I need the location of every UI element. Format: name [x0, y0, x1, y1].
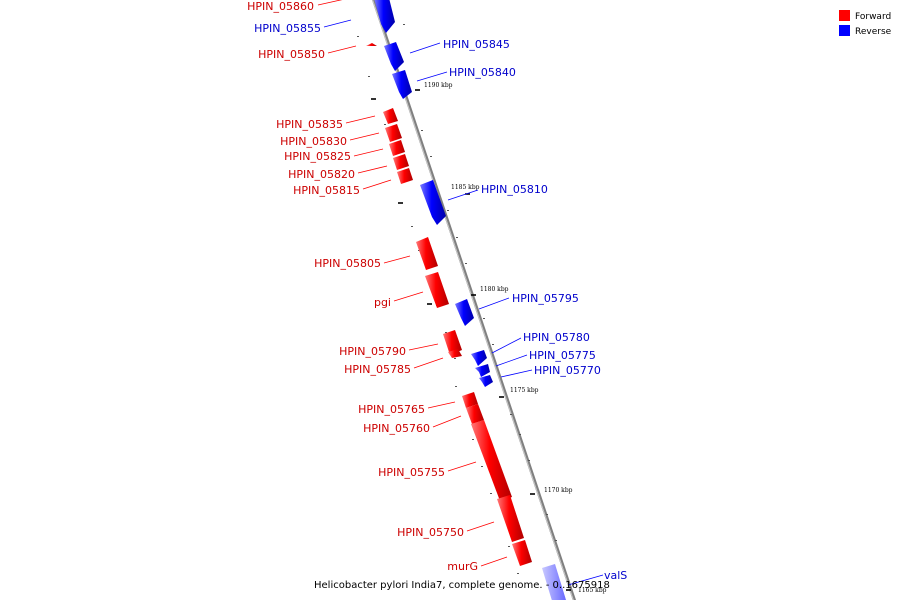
- gene-label[interactable]: HPIN_05760: [363, 422, 430, 435]
- gene-arrow-forward[interactable]: [425, 272, 449, 308]
- gene-label[interactable]: HPIN_05835: [276, 118, 343, 131]
- gene-label[interactable]: HPIN_05820: [288, 168, 355, 181]
- gene-label[interactable]: pgi: [374, 296, 391, 309]
- gene-label[interactable]: HPIN_05780: [523, 331, 590, 344]
- gene-label[interactable]: valS: [604, 569, 627, 582]
- gene-arrow-reverse[interactable]: [475, 364, 490, 377]
- gene-arrow-reverse[interactable]: [471, 350, 487, 366]
- gene-arrow-reverse[interactable]: [420, 180, 446, 225]
- gene-label[interactable]: murG: [447, 560, 478, 573]
- gene-label[interactable]: HPIN_05815: [293, 184, 360, 197]
- gene-arrow-reverse[interactable]: [542, 564, 566, 600]
- gene-arrow-reverse[interactable]: [479, 375, 493, 387]
- gene-label[interactable]: HPIN_05765: [358, 403, 425, 416]
- gene-label[interactable]: HPIN_05750: [397, 526, 464, 539]
- gene-arrow-forward[interactable]: [389, 140, 405, 156]
- gene-label[interactable]: HPIN_05855: [254, 22, 321, 35]
- gene-arrow-forward[interactable]: [471, 420, 512, 501]
- legend-reverse-swatch: [839, 25, 850, 36]
- gene-arrow-forward[interactable]: [466, 404, 484, 424]
- legend-forward-label: Forward: [855, 12, 891, 22]
- gene-arrow-reverse[interactable]: [384, 42, 404, 71]
- tick-label: 1170 kbp: [544, 487, 573, 494]
- minor-ticks-right: [403, 24, 557, 541]
- gene-arrow-forward[interactable]: [393, 154, 409, 170]
- gene-label[interactable]: HPIN_05810: [481, 183, 548, 196]
- gene-label[interactable]: HPIN_05790: [339, 345, 406, 358]
- tick-label: 1175 kbp: [510, 387, 539, 394]
- gene-label[interactable]: HPIN_05840: [449, 66, 516, 79]
- gene-label[interactable]: HPIN_05845: [443, 38, 510, 51]
- gene-labels-forward: HPIN_05860 HPIN_05850 HPIN_05835 HPIN_05…: [247, 0, 478, 573]
- gene-label[interactable]: HPIN_05825: [284, 150, 351, 163]
- gene-arrow-forward[interactable]: [497, 495, 524, 542]
- gene-label[interactable]: HPIN_05770: [534, 364, 601, 377]
- gene-label[interactable]: HPIN_05850: [258, 48, 325, 61]
- gene-arrow-forward[interactable]: [416, 237, 438, 270]
- gene-arrow-forward[interactable]: [397, 168, 413, 184]
- map-caption: Helicobacter pylori India7, complete gen…: [314, 580, 610, 591]
- tick-label: 1190 kbp: [424, 82, 453, 89]
- gene-arrow-reverse[interactable]: [374, 0, 395, 33]
- gene-arrow-forward[interactable]: [366, 43, 377, 46]
- tick-label: 1180 kbp: [480, 286, 509, 293]
- tick-label: 1185 kbp: [451, 184, 480, 191]
- gene-arrow-reverse[interactable]: [392, 70, 412, 99]
- gene-arrow-reverse[interactable]: [455, 299, 474, 326]
- gene-label[interactable]: HPIN_05795: [512, 292, 579, 305]
- legend-reverse-label: Reverse: [855, 27, 892, 37]
- gene-label[interactable]: HPIN_05755: [378, 466, 445, 479]
- legend-forward-swatch: [839, 10, 850, 21]
- gene-label[interactable]: HPIN_05785: [344, 363, 411, 376]
- gene-label[interactable]: HPIN_05805: [314, 257, 381, 270]
- gene-arrow-forward[interactable]: [448, 349, 462, 358]
- gene-label[interactable]: HPIN_05860: [247, 0, 314, 13]
- gene-label[interactable]: HPIN_05775: [529, 349, 596, 362]
- gene-label[interactable]: HPIN_05830: [280, 135, 347, 148]
- gene-arrow-forward[interactable]: [443, 330, 462, 355]
- leader-lines-reverse: [323, 19, 604, 586]
- forward-genes: [366, 43, 532, 566]
- reverse-genes: [374, 0, 566, 600]
- gene-arrow-forward[interactable]: [383, 108, 398, 124]
- gene-arrow-forward[interactable]: [462, 392, 478, 408]
- gene-arrow-forward[interactable]: [512, 540, 532, 566]
- legend: Forward Reverse: [839, 10, 892, 37]
- tick-label: 1165 kbp: [578, 587, 607, 594]
- gene-labels-reverse: HPIN_05855 HPIN_05845 HPIN_05840 HPIN_05…: [254, 22, 627, 582]
- gene-arrow-forward[interactable]: [385, 124, 402, 142]
- leader-lines-forward: [317, 0, 508, 567]
